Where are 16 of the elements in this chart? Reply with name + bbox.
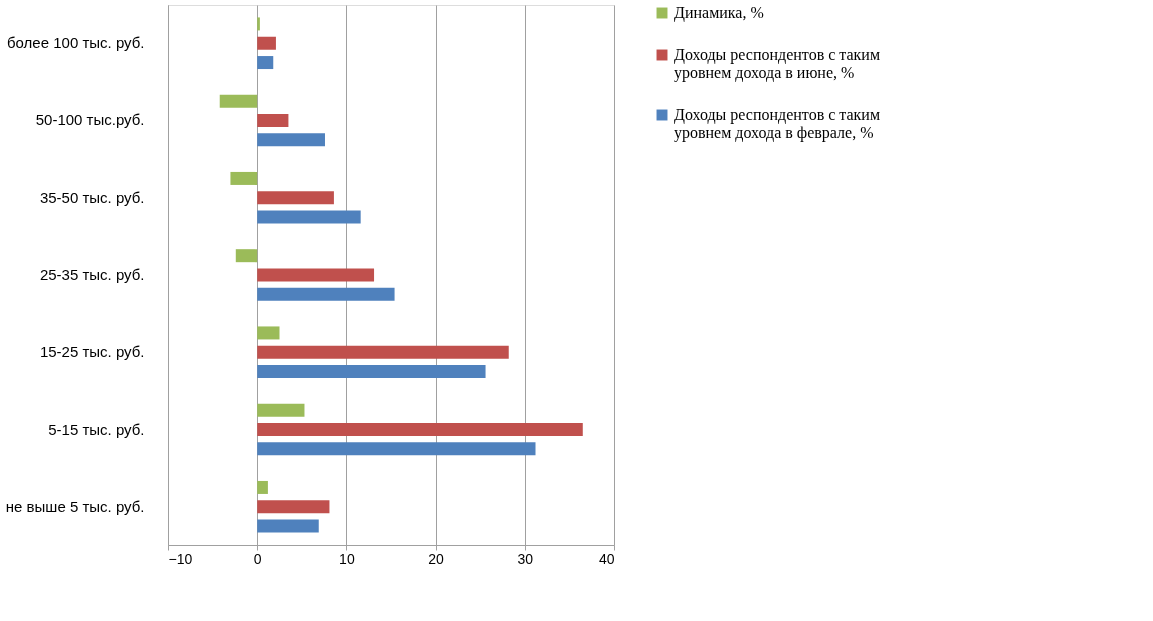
y-tick-label: 5-15 тыс. руб. [48, 420, 145, 438]
x-tick-label: 20 [428, 550, 445, 567]
legend-label: Доходы респондентов с таким уровнем дохода в феврале, % [674, 106, 881, 142]
x-tick-label: −10 [168, 550, 193, 567]
y-tick-label: 35-50 тыс. руб. [39, 188, 145, 206]
y-tick-label: не выше 5 тыс. руб. [5, 497, 145, 515]
y-tick-label: более 100 тыс. руб. [7, 34, 145, 52]
legend-label: Доходы респондентов с таким уровнем дохода в июне, % [674, 46, 881, 82]
legend-label: Динамика, % [674, 4, 764, 22]
y-tick-label: 25-35 тыс. руб. [39, 266, 145, 283]
x-tick-label: 0 [253, 550, 262, 567]
y-tick-label: 50-100 тыс.руб. [35, 111, 145, 129]
x-tick-label: 30 [517, 550, 534, 567]
x-tick-label: 40 [598, 550, 615, 567]
x-tick-label: 10 [339, 550, 355, 567]
y-tick-label: 15-25 тыс. руб. [39, 343, 145, 361]
